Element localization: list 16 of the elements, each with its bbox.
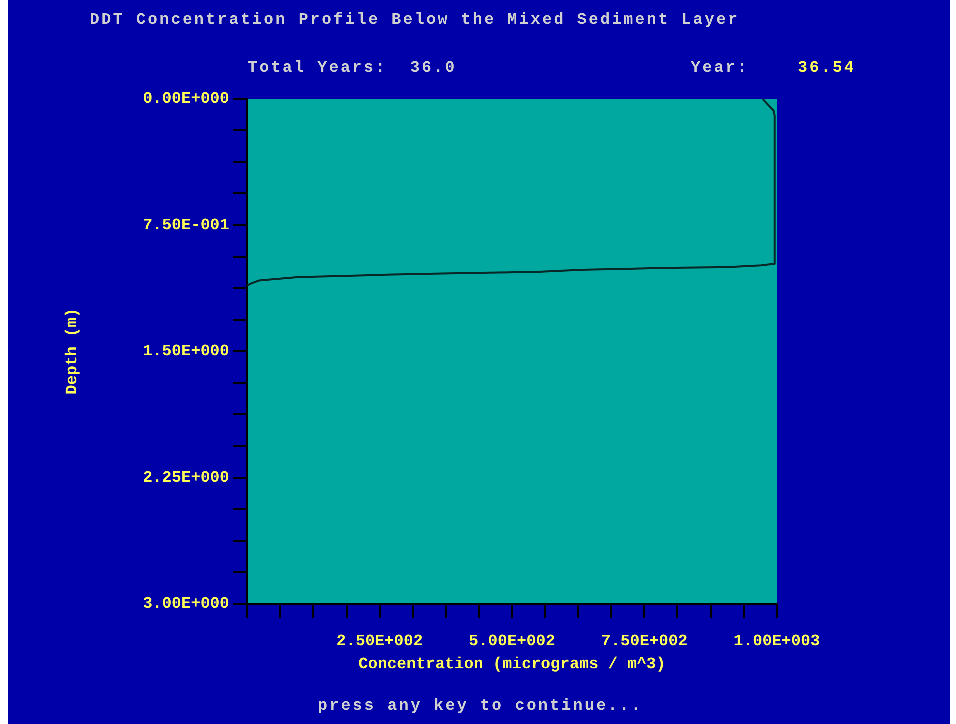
text: Year: (691, 59, 750, 77)
y-tick-label: 0.00E+000 (143, 90, 230, 108)
chart-title: DDT Concentration Profile Below the Mixed Sediment Layer (90, 11, 740, 29)
text: 36.54 (798, 59, 856, 77)
text: Total Years: 36.0 (248, 59, 457, 77)
y-tick-label: 3.00E+000 (143, 595, 230, 614)
y-tick-label: 7.50E-001 (143, 216, 230, 234)
y-tick-label: 1.50E+000 (143, 342, 230, 361)
x-tick-label: 5.00E+002 (469, 632, 556, 651)
x-tick-label: 7.50E+002 (601, 632, 688, 651)
y-axis-title: Depth (m) (64, 308, 82, 395)
y-tick-label: 2.25E+000 (143, 468, 230, 487)
x-tick-label: 2.50E+002 (336, 632, 424, 651)
x-tick-label: 1.00E+003 (734, 632, 820, 651)
x-axis-title: Concentration (micrograms / m^3) (358, 655, 666, 674)
text: press any key to continue... (318, 697, 643, 715)
